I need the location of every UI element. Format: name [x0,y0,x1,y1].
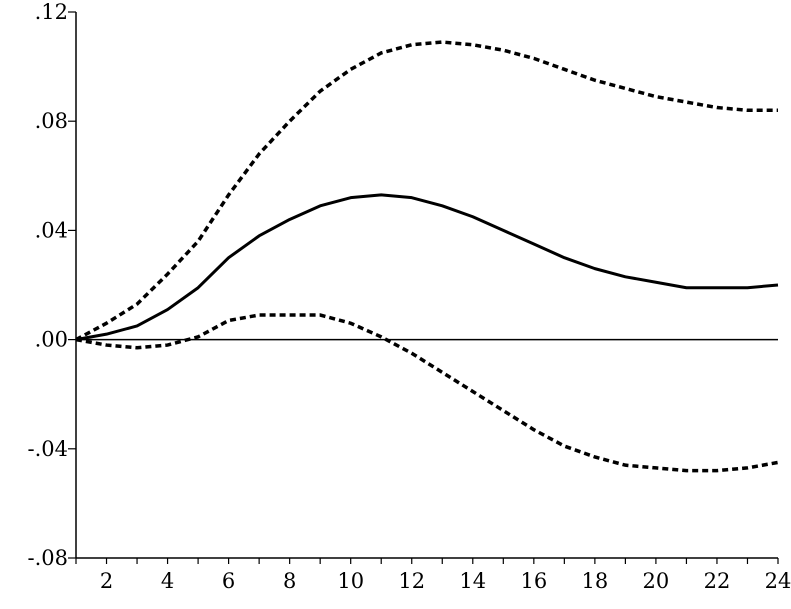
impulse-response-line [75,193,779,342]
x-tick-label: 8 [283,569,296,593]
x-tick-label: 20 [643,569,670,593]
y-tick-label: -.04 [28,437,69,461]
lower-band-line [75,313,779,473]
y-tick-label: .08 [35,109,68,133]
series-group [75,40,779,473]
y-tick-label: .04 [35,218,68,242]
x-tick-label: 24 [765,569,791,593]
y-axis: .12 .08 .04 .00 -.04 -.08 [28,0,77,570]
y-tick-label: -.08 [28,546,69,570]
x-tick-label: 10 [337,569,364,593]
x-tick-label: 16 [520,569,547,593]
x-tick-label: 22 [704,569,731,593]
x-tick-label: 12 [398,569,425,593]
y-tick-label: .00 [35,328,68,352]
x-tick-label: 6 [222,569,235,593]
upper-band-line [75,40,778,342]
x-tick-label: 14 [459,569,486,593]
x-axis: 2 4 6 8 10 12 14 16 18 20 22 24 [75,557,791,593]
x-tick-label: 4 [161,569,174,593]
y-tick-label: .12 [35,0,68,24]
x-tick-label: 2 [100,569,113,593]
x-tick-label: 18 [582,569,609,593]
